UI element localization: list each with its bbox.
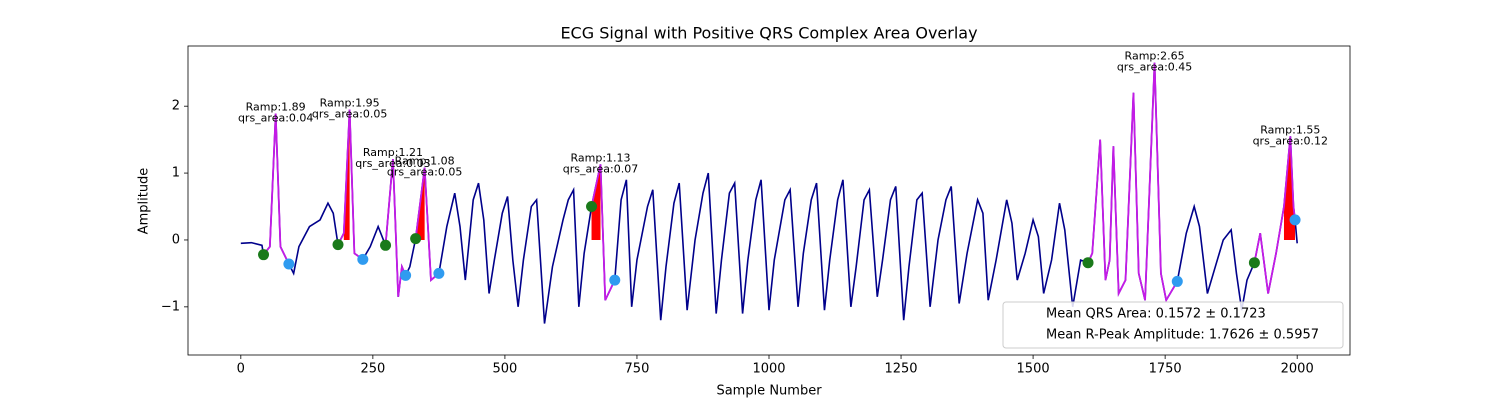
- peak-annotation: qrs_area:0.12: [1253, 134, 1328, 147]
- y-axis-label: Amplitude: [137, 168, 152, 235]
- qrs-offset-marker: [1290, 214, 1301, 225]
- qrs-onset-marker: [1249, 257, 1260, 268]
- qrs-onset-marker: [380, 240, 391, 251]
- y-tick-label: 0: [172, 232, 180, 247]
- qrs-onset-marker: [1083, 257, 1094, 268]
- qrs-onset-marker: [258, 249, 269, 260]
- x-tick-label: 250: [360, 362, 385, 377]
- qrs-offset-marker: [433, 268, 444, 279]
- legend-entry: Mean R-Peak Amplitude: 1.7626 ± 0.5957: [1046, 328, 1319, 343]
- x-tick-label: 1500: [1017, 362, 1050, 377]
- y-tick-label: 1: [172, 166, 180, 181]
- qrs-onset-marker: [410, 233, 421, 244]
- chart-title: ECG Signal with Positive QRS Complex Are…: [560, 24, 977, 43]
- qrs-offset-marker: [1172, 276, 1183, 287]
- qrs-onset-marker: [586, 201, 597, 212]
- y-tick-label: 2: [172, 99, 180, 114]
- x-tick-label: 1750: [1149, 362, 1182, 377]
- qrs-offset-marker: [357, 254, 368, 265]
- x-tick-label: 2000: [1281, 362, 1314, 377]
- qrs-onset-marker: [333, 239, 344, 250]
- legend-entry: Mean QRS Area: 0.1572 ± 0.1723: [1046, 307, 1266, 322]
- qrs-offset-marker: [400, 270, 411, 281]
- x-tick-label: 1250: [884, 362, 917, 377]
- qrs-offset-marker: [283, 259, 294, 270]
- x-tick-label: 750: [625, 362, 650, 377]
- qrs-offset-marker: [609, 275, 620, 286]
- peak-annotation: qrs_area:0.07: [563, 162, 638, 175]
- peak-annotation: qrs_area:0.04: [238, 112, 313, 125]
- peak-annotation: qrs_area:0.45: [1117, 61, 1192, 74]
- peak-annotation: qrs_area:0.05: [312, 108, 387, 121]
- peak-annotation: qrs_area:0.05: [387, 166, 462, 179]
- x-tick-label: 500: [492, 362, 517, 377]
- x-axis-label: Sample Number: [716, 384, 822, 399]
- x-tick-label: 1000: [752, 362, 785, 377]
- y-tick-label: −1: [161, 299, 180, 314]
- x-tick-label: 0: [237, 362, 245, 377]
